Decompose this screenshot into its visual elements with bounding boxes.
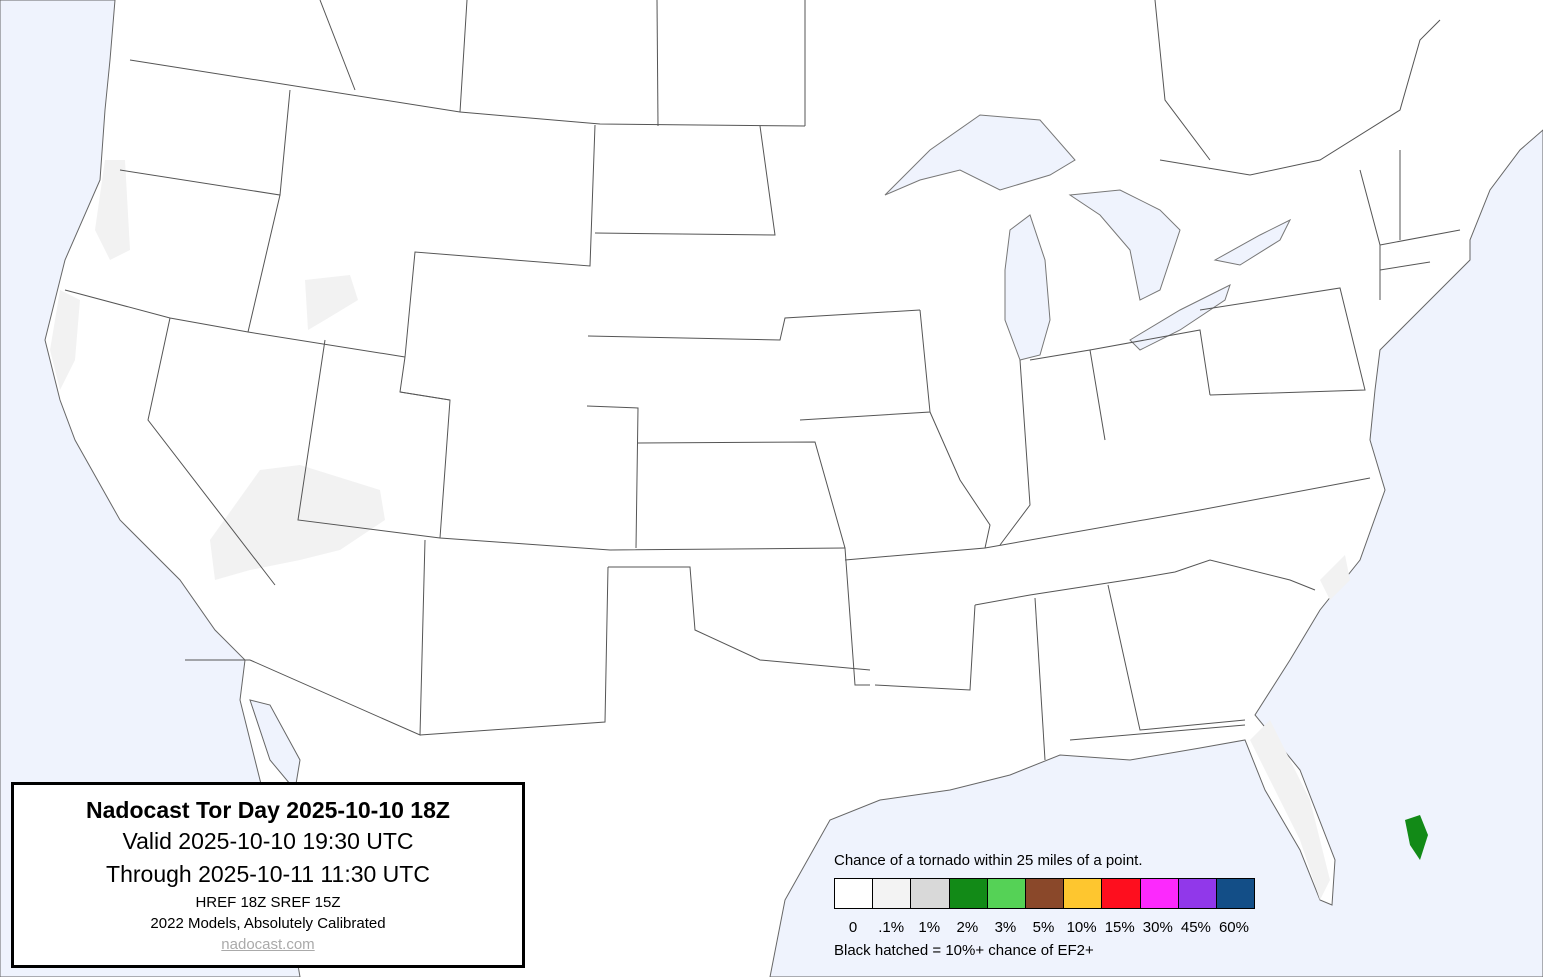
legend-labels: 0 .1% 1% 2% 3% 5% 10% 15% 30% 45% 60% (834, 919, 1264, 936)
legend-label: 60% (1218, 919, 1249, 936)
legend-label: 30% (1142, 919, 1173, 936)
gulf-of-california (249, 699, 301, 792)
legend-swatch (1216, 879, 1255, 908)
calibration-note: 2022 Models, Absolutely Calibrated (150, 915, 386, 932)
legend: Chance of a tornado within 25 miles of a… (834, 852, 1264, 959)
title-box: Nadocast Tor Day 2025-10-10 18Z Valid 20… (11, 782, 525, 968)
legend-swatch (949, 879, 988, 908)
legend-swatch (1064, 879, 1103, 908)
valid-time: Valid 2025-10-10 19:30 UTC (122, 828, 414, 854)
great-lakes (884, 114, 1292, 361)
state-borders (64, 0, 1461, 761)
nadocast-link[interactable]: nadocast.com (221, 936, 315, 953)
legend-note: Black hatched = 10%+ chance of EF2+ (834, 942, 1094, 959)
legend-label: 5% (1032, 919, 1055, 936)
legend-swatch (1178, 879, 1217, 908)
gulf-and-atlantic (769, 129, 1543, 977)
legend-swatch (873, 879, 912, 908)
legend-swatch (1102, 879, 1141, 908)
through-time: Through 2025-10-11 11:30 UTC (106, 861, 430, 887)
legend-label: 1% (918, 919, 941, 936)
legend-label: 2% (956, 919, 979, 936)
legend-label: 45% (1180, 919, 1211, 936)
map-title: Nadocast Tor Day 2025-10-10 18Z (86, 797, 450, 823)
legend-label: 3% (994, 919, 1017, 936)
legend-swatch (987, 879, 1026, 908)
legend-title: Chance of a tornado within 25 miles of a… (834, 852, 1143, 869)
legend-swatch (1025, 879, 1065, 908)
legend-swatches (834, 878, 1255, 909)
legend-label: 15% (1104, 919, 1135, 936)
model-runs: HREF 18Z SREF 15Z (195, 894, 341, 911)
legend-label: 0 (848, 919, 858, 936)
low-probability-areas (50, 160, 1350, 900)
legend-label: 10% (1066, 919, 1097, 936)
legend-swatch (835, 879, 874, 908)
bahamas-forecast-area (1405, 815, 1428, 860)
legend-label: .1% (878, 919, 905, 936)
legend-swatch (1140, 879, 1179, 908)
legend-swatch (911, 879, 950, 908)
